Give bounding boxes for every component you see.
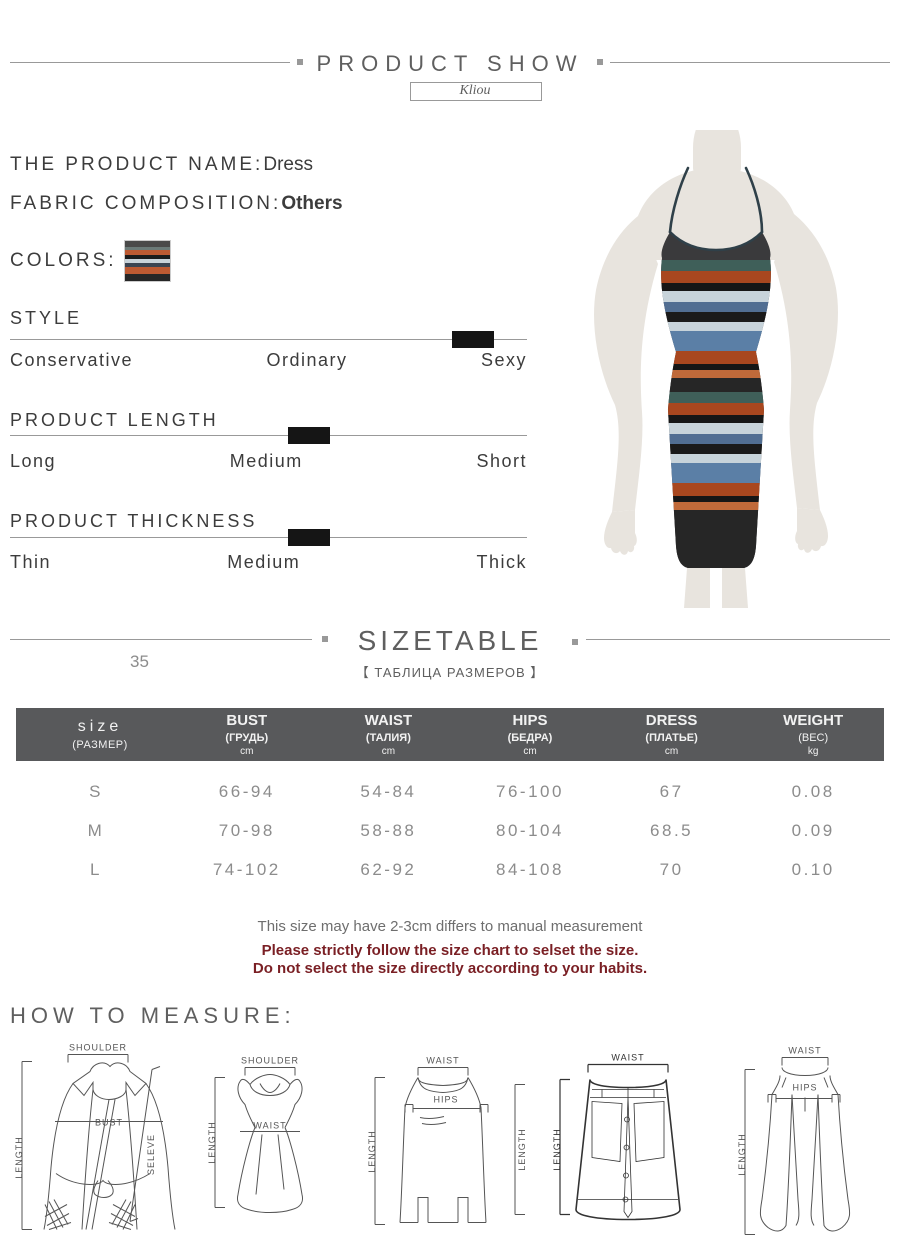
svg-text:SHOULDER: SHOULDER — [241, 1056, 299, 1066]
svg-text:WAIST: WAIST — [426, 1056, 459, 1066]
svg-text:WAIST: WAIST — [611, 1053, 644, 1063]
svg-text:WAIST: WAIST — [253, 1121, 286, 1131]
svg-text:LENGTH: LENGTH — [207, 1121, 217, 1164]
svg-text:LENGTH: LENGTH — [367, 1130, 377, 1173]
svg-text:HIPS: HIPS — [792, 1083, 817, 1093]
svg-text:LENGTH: LENGTH — [737, 1133, 747, 1176]
svg-text:WAIST: WAIST — [788, 1046, 821, 1056]
svg-text:LENGTH: LENGTH — [517, 1128, 527, 1171]
svg-text:SHOULDER: SHOULDER — [69, 1043, 127, 1053]
svg-text:SELEVE: SELEVE — [146, 1134, 156, 1175]
svg-text:LENGTH: LENGTH — [552, 1128, 562, 1171]
svg-text:LENGTH: LENGTH — [14, 1136, 24, 1179]
svg-text:HIPS: HIPS — [433, 1095, 458, 1105]
svg-text:BUST: BUST — [95, 1118, 123, 1128]
